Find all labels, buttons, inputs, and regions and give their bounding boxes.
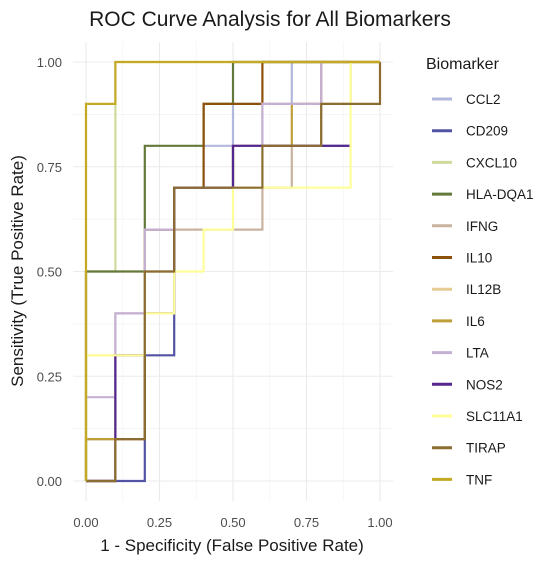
legend-label-il6: IL6 bbox=[466, 314, 485, 329]
legend-label-lta: LTA bbox=[466, 346, 489, 361]
legend-label-hla-dqa1: HLA-DQA1 bbox=[466, 187, 534, 202]
chart-title: ROC Curve Analysis for All Biomarkers bbox=[89, 8, 451, 31]
legend-label-ccl2: CCL2 bbox=[466, 92, 501, 107]
y-axis: 0.00 0.25 0.50 0.75 1.00 bbox=[37, 55, 62, 489]
y-tick-label: 0.25 bbox=[37, 369, 62, 384]
y-tick-label: 0.50 bbox=[37, 265, 62, 280]
legend: Biomarker CCL2 CD209 CXCL10 HLA-DQA1 IFNG IL1… bbox=[426, 56, 534, 487]
x-tick-label: 0.50 bbox=[220, 515, 245, 530]
legend-title: Biomarker bbox=[426, 56, 500, 73]
legend-label-cxcl10: CXCL10 bbox=[466, 155, 517, 170]
y-tick-label: 0.00 bbox=[37, 474, 62, 489]
series-line-tirap bbox=[86, 62, 382, 483]
legend-label-tirap: TIRAP bbox=[466, 441, 506, 456]
legend-label-nos2: NOS2 bbox=[466, 377, 503, 392]
legend-label-cd209: CD209 bbox=[466, 124, 508, 139]
legend-label-ifng: IFNG bbox=[466, 219, 498, 234]
x-axis: 0.00 0.25 0.50 0.75 1.00 bbox=[73, 515, 392, 530]
series-line-tnf bbox=[84, 60, 380, 481]
legend-label-tnf: TNF bbox=[466, 472, 492, 487]
y-axis-title: Sensitivity (True Positive Rate) bbox=[8, 155, 27, 387]
x-tick-label: 0.75 bbox=[294, 515, 319, 530]
x-axis-title: 1 - Specificity (False Positive Rate) bbox=[100, 536, 364, 555]
legend-label-il10: IL10 bbox=[466, 251, 492, 266]
x-tick-label: 1.00 bbox=[367, 515, 392, 530]
y-tick-label: 0.75 bbox=[37, 160, 62, 175]
legend-label-slc11a1: SLC11A1 bbox=[466, 409, 523, 424]
x-tick-label: 0.00 bbox=[73, 515, 98, 530]
series-layer bbox=[84, 60, 382, 483]
y-tick-label: 1.00 bbox=[37, 55, 62, 70]
x-tick-label: 0.25 bbox=[147, 515, 172, 530]
legend-label-il12b: IL12B bbox=[466, 282, 501, 297]
